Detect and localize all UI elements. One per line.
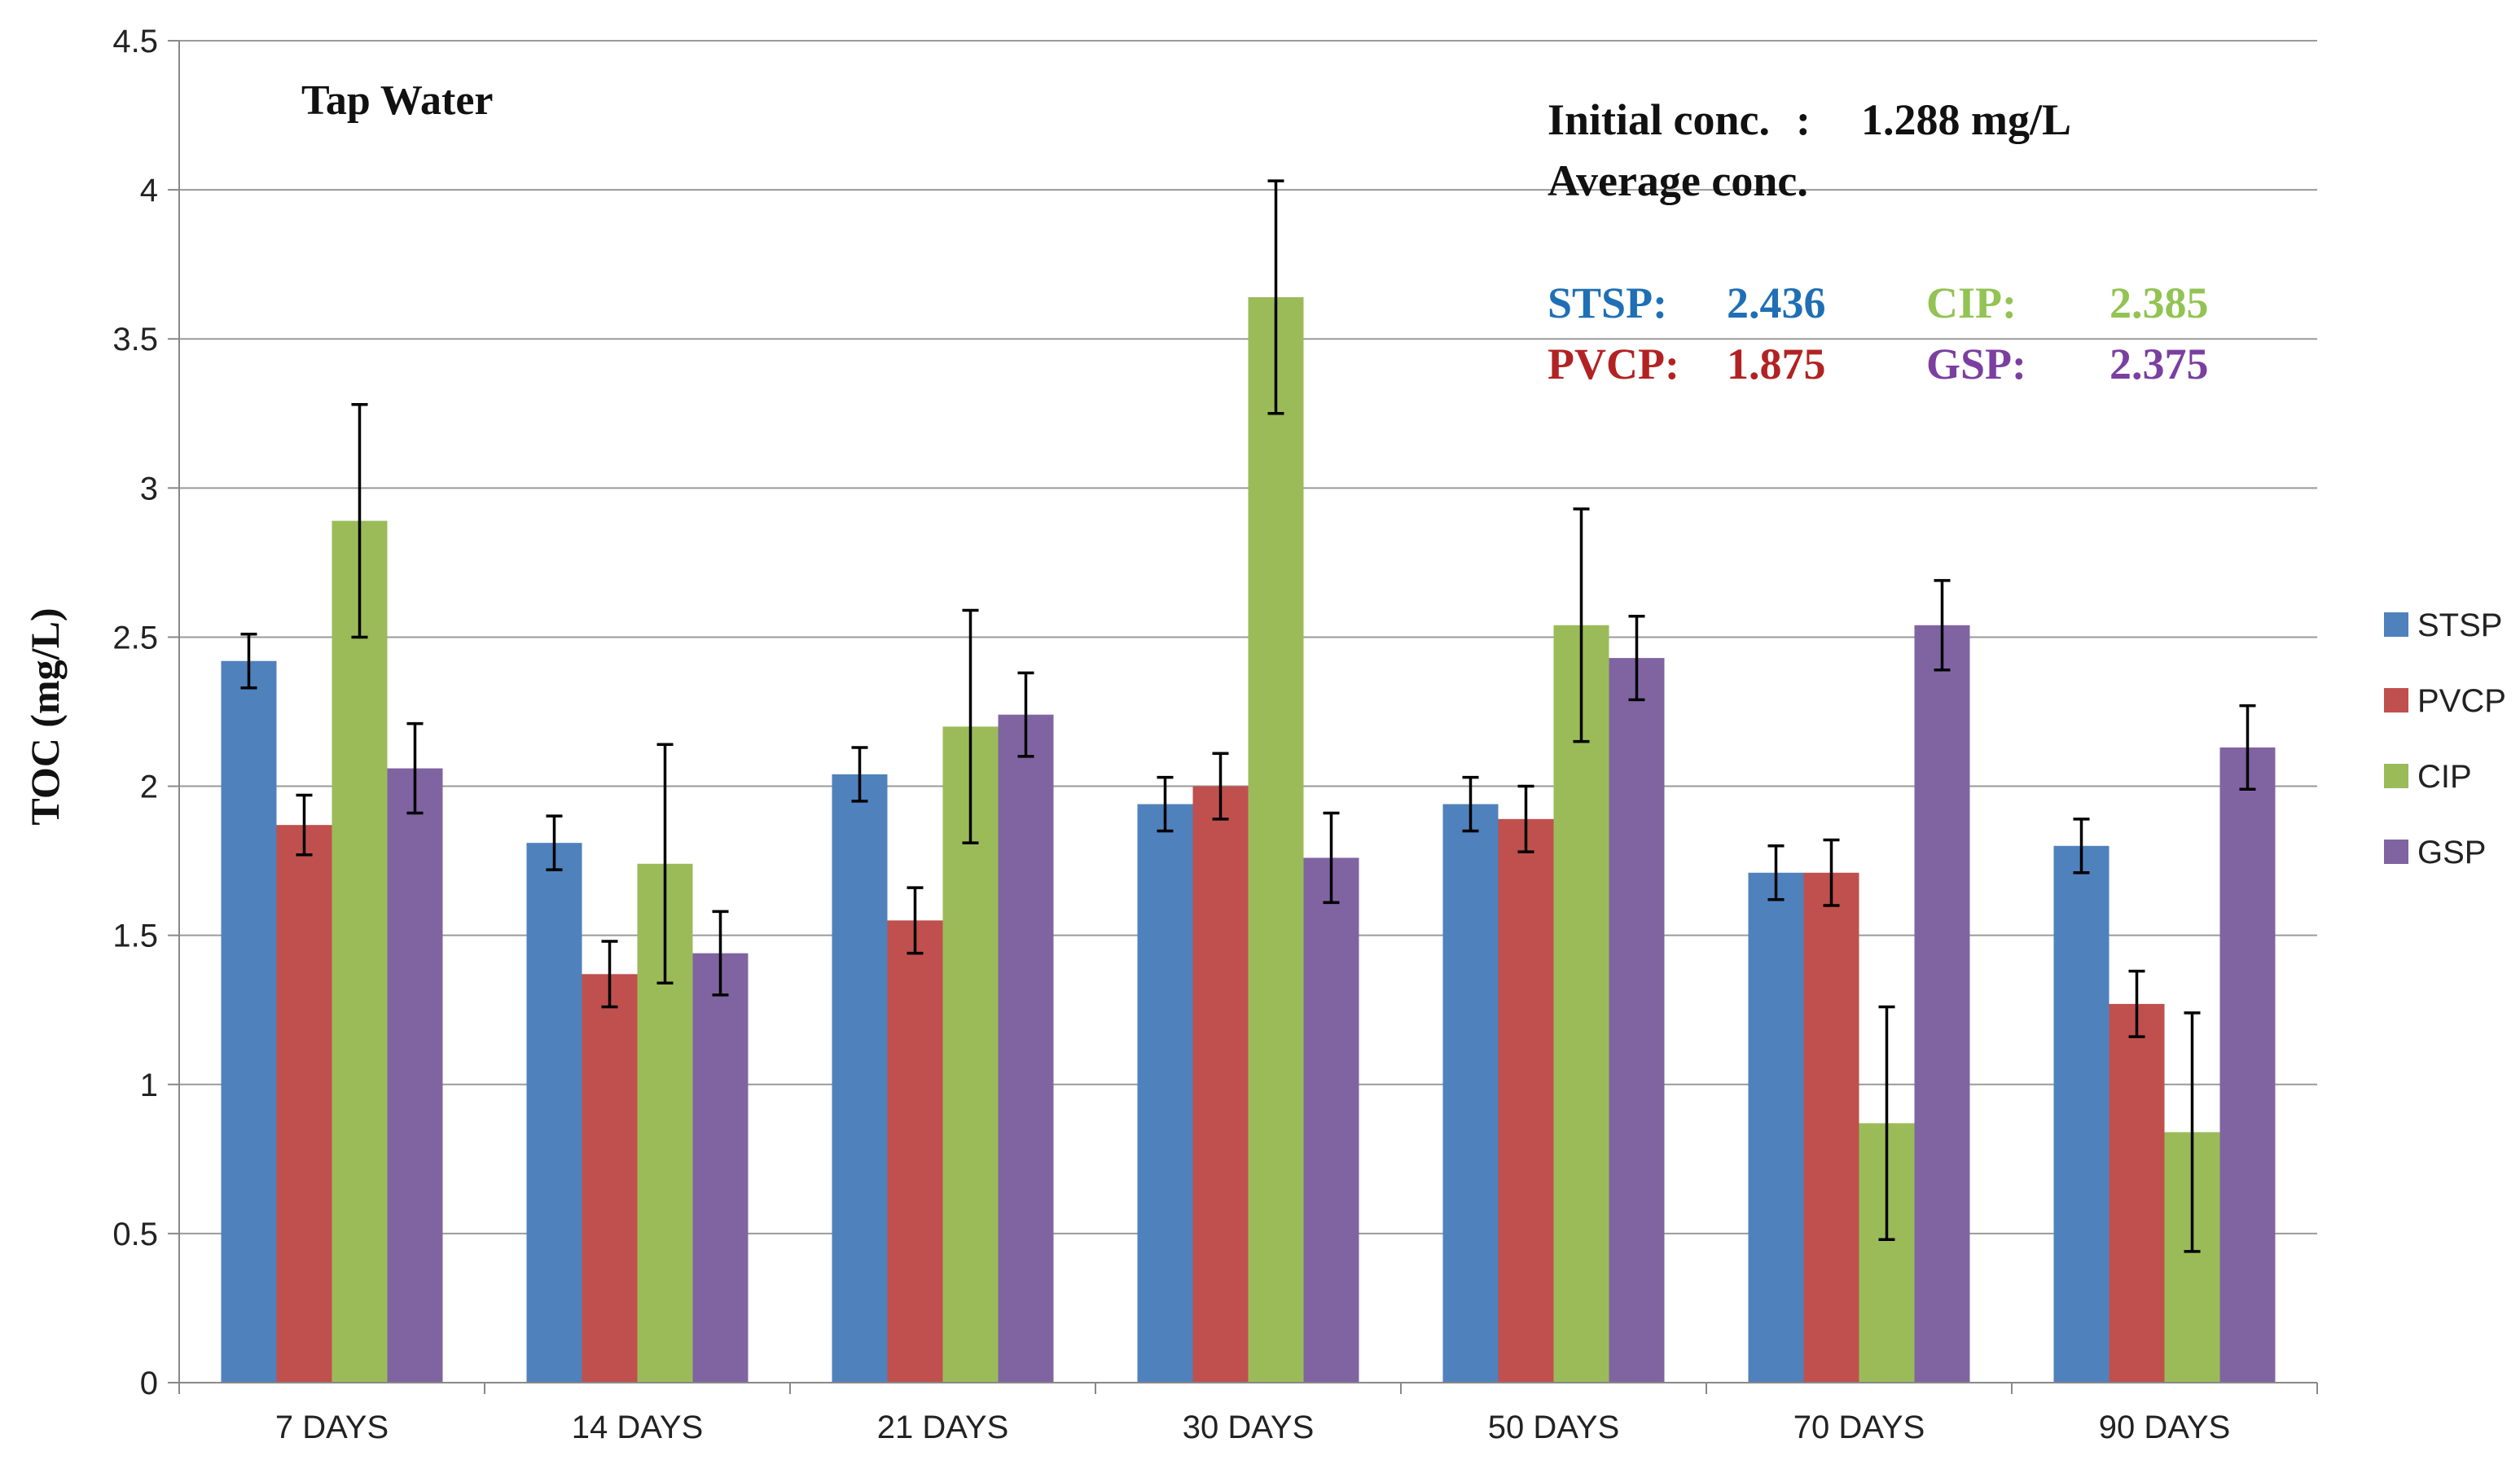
bar-cip	[1248, 296, 1304, 1383]
initial-conc-label: Initial conc.	[1548, 95, 1770, 144]
bar-gsp	[1303, 857, 1359, 1383]
y-tick-label: 0	[140, 1366, 158, 1401]
y-tick-label: 3.5	[112, 322, 158, 357]
x-tick-label: 7 DAYS	[275, 1410, 389, 1445]
legend-swatch-gsp	[2384, 840, 2408, 864]
legend-swatch-stsp	[2384, 612, 2408, 637]
y-tick-label: 2	[140, 770, 158, 805]
bar-gsp	[387, 768, 443, 1383]
y-tick-label: 4	[140, 173, 158, 208]
chart-title: Tap Water	[301, 77, 494, 124]
x-tick-label: 50 DAYS	[1488, 1410, 1620, 1445]
y-tick-label: 4.5	[112, 24, 158, 59]
bar-gsp	[1914, 625, 1970, 1383]
y-tick-label: 0.5	[112, 1217, 158, 1252]
bar-gsp	[998, 714, 1054, 1383]
x-tick-label: 21 DAYS	[877, 1410, 1009, 1445]
average-values: STSP: 2.436 PVCP: 1.875 CIP: 2.385 GSP: 2.375	[1548, 278, 2209, 388]
bar-pvcp	[2109, 1003, 2165, 1383]
error-bars-group	[240, 179, 2256, 1253]
bars-group	[221, 296, 2276, 1383]
avg-value-pvcp: 1.875	[1727, 340, 1826, 388]
y-tick-label: 1	[140, 1068, 158, 1103]
bar-pvcp	[887, 920, 943, 1383]
y-tick-label: 2.5	[112, 620, 158, 656]
legend-swatch-pvcp	[2384, 688, 2408, 712]
initial-conc-value: 1.288 mg/L	[1861, 95, 2071, 144]
legend-label-stsp: STSP	[2417, 607, 2502, 643]
bar-gsp	[2219, 747, 2276, 1383]
y-tick-label: 3	[140, 471, 158, 506]
legend: STSP PVCP CIP GSP	[2384, 607, 2506, 870]
bar-stsp	[2053, 845, 2110, 1383]
legend-label-pvcp: PVCP	[2417, 683, 2506, 719]
legend-swatch-cip	[2384, 764, 2408, 788]
avg-name-stsp: STSP:	[1548, 278, 1667, 327]
initial-conc-separator: :	[1796, 95, 1811, 144]
bar-cip	[1553, 625, 1609, 1383]
bar-stsp	[1748, 872, 1804, 1383]
x-tick-label: 14 DAYS	[572, 1410, 704, 1445]
avg-name-gsp: GSP:	[1926, 340, 2026, 388]
y-axis-label: TOC (mg/L)	[22, 607, 68, 825]
avg-value-stsp: 2.436	[1727, 278, 1826, 327]
avg-name-pvcp: PVCP:	[1548, 340, 1679, 388]
x-tick-label: 90 DAYS	[2099, 1410, 2231, 1445]
bar-stsp	[526, 843, 582, 1383]
bar-cip	[331, 520, 388, 1383]
bar-pvcp	[1192, 786, 1249, 1383]
axes	[178, 41, 2318, 1394]
x-tick-label: 30 DAYS	[1183, 1410, 1315, 1445]
bar-gsp	[692, 953, 749, 1383]
bar-gsp	[1609, 658, 1665, 1383]
legend-label-cip: CIP	[2417, 759, 2472, 795]
average-conc-label: Average conc.	[1548, 156, 1808, 205]
bar-pvcp	[582, 974, 638, 1383]
bar-stsp	[1442, 804, 1499, 1383]
bar-stsp	[1137, 804, 1193, 1383]
avg-value-cip: 2.385	[2110, 278, 2209, 327]
tick-labels: 0 0.5 1 1.5 2 2.5 3 3.5 4 4.5 7 DAYS 14 DAYS 21 DAYS…	[112, 24, 2230, 1445]
avg-name-cip: CIP:	[1926, 278, 2017, 327]
bar-stsp	[832, 774, 888, 1383]
y-tick-label: 1.5	[112, 919, 158, 954]
x-tick-label: 70 DAYS	[1793, 1410, 1925, 1445]
bar-pvcp	[1803, 872, 1859, 1383]
bar-stsp	[221, 660, 277, 1383]
annotation-block: Initial conc. : 1.288 mg/L Average conc.…	[1548, 95, 2209, 388]
legend-label-gsp: GSP	[2417, 835, 2486, 870]
bar-pvcp	[1498, 818, 1554, 1383]
avg-value-gsp: 2.375	[2110, 340, 2209, 388]
bar-pvcp	[276, 825, 332, 1383]
